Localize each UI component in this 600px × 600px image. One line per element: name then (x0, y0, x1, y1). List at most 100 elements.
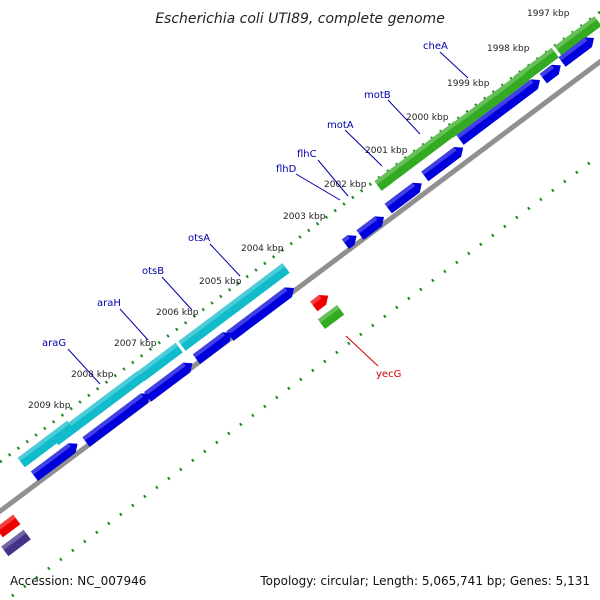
gene-label-motA: motA (327, 120, 354, 131)
araH-feature (51, 370, 145, 446)
otsA-feature-highlight (178, 263, 285, 345)
outer-dotted-guide (0, 10, 600, 464)
tick-label-2009: 2009 kbp (28, 401, 71, 411)
tick-label-2001: 2001 kbp (365, 146, 408, 156)
flhD-cds-b-shape (341, 235, 357, 250)
flhD-cds-b (341, 235, 357, 250)
otsA-feature (178, 263, 290, 351)
gene-label-flhD: flhD (276, 164, 297, 175)
leader-otsB (161, 276, 193, 311)
otsB-feature-shape (137, 342, 183, 382)
leader-motB (387, 99, 421, 135)
flh-feature (374, 121, 462, 191)
otsA-cds-highlight (226, 287, 288, 335)
edge-dark (1, 529, 31, 557)
gene-label-araH: araH (97, 298, 121, 309)
motB-cds (456, 79, 540, 145)
flhC-cds-shape (384, 182, 422, 214)
motA-cds-highlight (421, 146, 457, 175)
gene-label-otsB: otsB (142, 266, 164, 277)
araH-feature-shape (51, 370, 145, 446)
araG-cds-highlight (30, 443, 71, 475)
araG-cds (30, 443, 78, 482)
araG-feature (17, 420, 75, 468)
leader-cheA (439, 51, 469, 79)
gene-label-otsA: otsA (188, 233, 210, 244)
araG-feature-highlight (17, 420, 70, 462)
cheA-cds-shape (558, 37, 594, 67)
tick-label-1997: 1997 kbp (527, 9, 570, 19)
cheA-feature-highlight (554, 16, 597, 50)
tick-label-2003: 2003 kbp (283, 212, 326, 222)
yecG-green-shape (317, 304, 345, 330)
edge-red (0, 514, 21, 538)
leader-yecG (345, 335, 379, 367)
leader-otsA (209, 243, 241, 277)
yecG-green-highlight (317, 304, 340, 323)
flh-feature-shape (374, 121, 462, 191)
otsB-feature-highlight (137, 342, 179, 375)
tick-label-2007: 2007 kbp (114, 339, 157, 349)
araG-feature-shape (17, 420, 75, 468)
tick-label-2000: 2000 kbp (406, 113, 449, 123)
motB-cds-shape (456, 79, 540, 145)
feature-track (0, 16, 600, 557)
gene-leaders (67, 51, 469, 385)
otsA-cds-shape (226, 287, 294, 341)
tick-label-2004: 2004 kbp (241, 244, 284, 254)
otsB-cds-shape (144, 362, 193, 402)
otsA-cds-b-highlight (192, 332, 225, 358)
flhC-cds (384, 182, 422, 214)
motA-feature-shape (446, 70, 530, 138)
araH-cds-highlight (82, 393, 144, 441)
cheA-cds-b-shape (539, 64, 561, 84)
araH-feature-highlight (51, 370, 141, 439)
araH-cds (82, 393, 150, 447)
flhD-cds (356, 216, 384, 240)
motB-cds-highlight (456, 79, 534, 139)
araG-cds-shape (30, 443, 78, 482)
edge-dark-highlight (1, 529, 27, 550)
leader-flhC (317, 159, 349, 197)
otsB-cds (144, 362, 193, 402)
leader-flhD (295, 173, 341, 201)
flhD-cds-highlight (356, 216, 378, 234)
cheA-cds (558, 37, 594, 67)
yecG-red (310, 295, 329, 312)
araH-cds-shape (82, 393, 150, 447)
tick-label-1998: 1998 kbp (487, 44, 530, 54)
otsA-cds-b-shape (192, 332, 232, 365)
otsB-cds-highlight (144, 362, 186, 396)
tick-labels: 1997 kbp 1998 kbp 1999 kbp 2000 kbp 2001… (28, 9, 570, 411)
motA-feature-highlight (446, 70, 525, 132)
yecG-red-shape (310, 295, 329, 312)
otsA-feature-shape (178, 263, 290, 351)
motA-feature (446, 70, 530, 138)
gene-label-motB: motB (364, 90, 391, 101)
accession-text: Accession: NC_007946 (10, 574, 147, 588)
motA-cds-shape (421, 146, 464, 182)
flh-feature-highlight (374, 121, 457, 185)
tick-label-1999: 1999 kbp (447, 79, 490, 89)
edge-red-highlight (0, 514, 16, 532)
motA-cds (421, 146, 464, 182)
yecG-green (317, 304, 345, 330)
leader-araG (67, 348, 101, 385)
cheA-feature-shape (554, 16, 600, 56)
tick-label-2006: 2006 kbp (156, 308, 199, 318)
cheA-cds-b-highlight (539, 64, 555, 78)
leader-araH (119, 308, 149, 341)
topology-text: Topology: circular; Length: 5,065,741 bp… (260, 574, 590, 588)
otsA-cds (226, 287, 294, 341)
gene-label-flhC: flhC (297, 149, 317, 160)
cheA-cds-highlight (558, 37, 588, 61)
map-title: Escherichia coli UTI89, complete genome (155, 11, 445, 27)
tick-label-2002: 2002 kbp (324, 180, 367, 190)
gene-label-yecG: yecG (376, 369, 401, 380)
otsA-cds-b (192, 332, 232, 365)
flhC-cds-highlight (384, 182, 416, 208)
flhD-cds-shape (356, 216, 384, 240)
edge-red-shape (0, 514, 21, 538)
cheA-cds-b (539, 64, 561, 84)
